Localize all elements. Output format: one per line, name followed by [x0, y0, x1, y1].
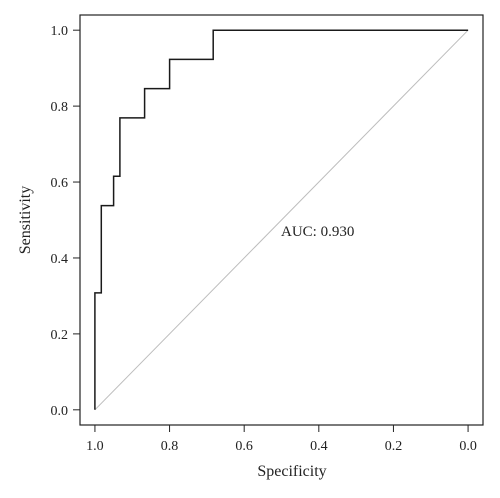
plot-frame	[79, 14, 484, 426]
y-tick-label: 0.4	[51, 252, 69, 267]
y-tick-label: 0.6	[51, 176, 69, 191]
reference-diagonal	[94, 29, 469, 411]
y-tick-label: 0.0	[51, 404, 69, 419]
y-axis-ticks: 0.0 0.2 0.4 0.6 0.8 1.0	[51, 24, 80, 419]
x-tick-label: 0.4	[310, 439, 328, 454]
x-axis-ticks: 1.0 0.8 0.6 0.4 0.2 0.0	[86, 425, 477, 454]
x-tick-label: 0.0	[459, 439, 477, 454]
y-tick-label: 0.8	[51, 100, 69, 115]
x-tick-label: 0.2	[385, 439, 403, 454]
y-tick-label: 1.0	[51, 24, 69, 39]
x-tick-label: 1.0	[86, 439, 104, 454]
x-axis-title: Specificity	[257, 463, 326, 480]
roc-curve	[94, 29, 469, 410]
x-tick-label: 0.6	[235, 439, 253, 454]
x-tick-label: 0.8	[161, 439, 179, 454]
y-tick-label: 0.2	[51, 328, 69, 343]
y-axis-title: Sensitivity	[17, 186, 34, 254]
auc-annotation: AUC: 0.930	[281, 224, 354, 240]
